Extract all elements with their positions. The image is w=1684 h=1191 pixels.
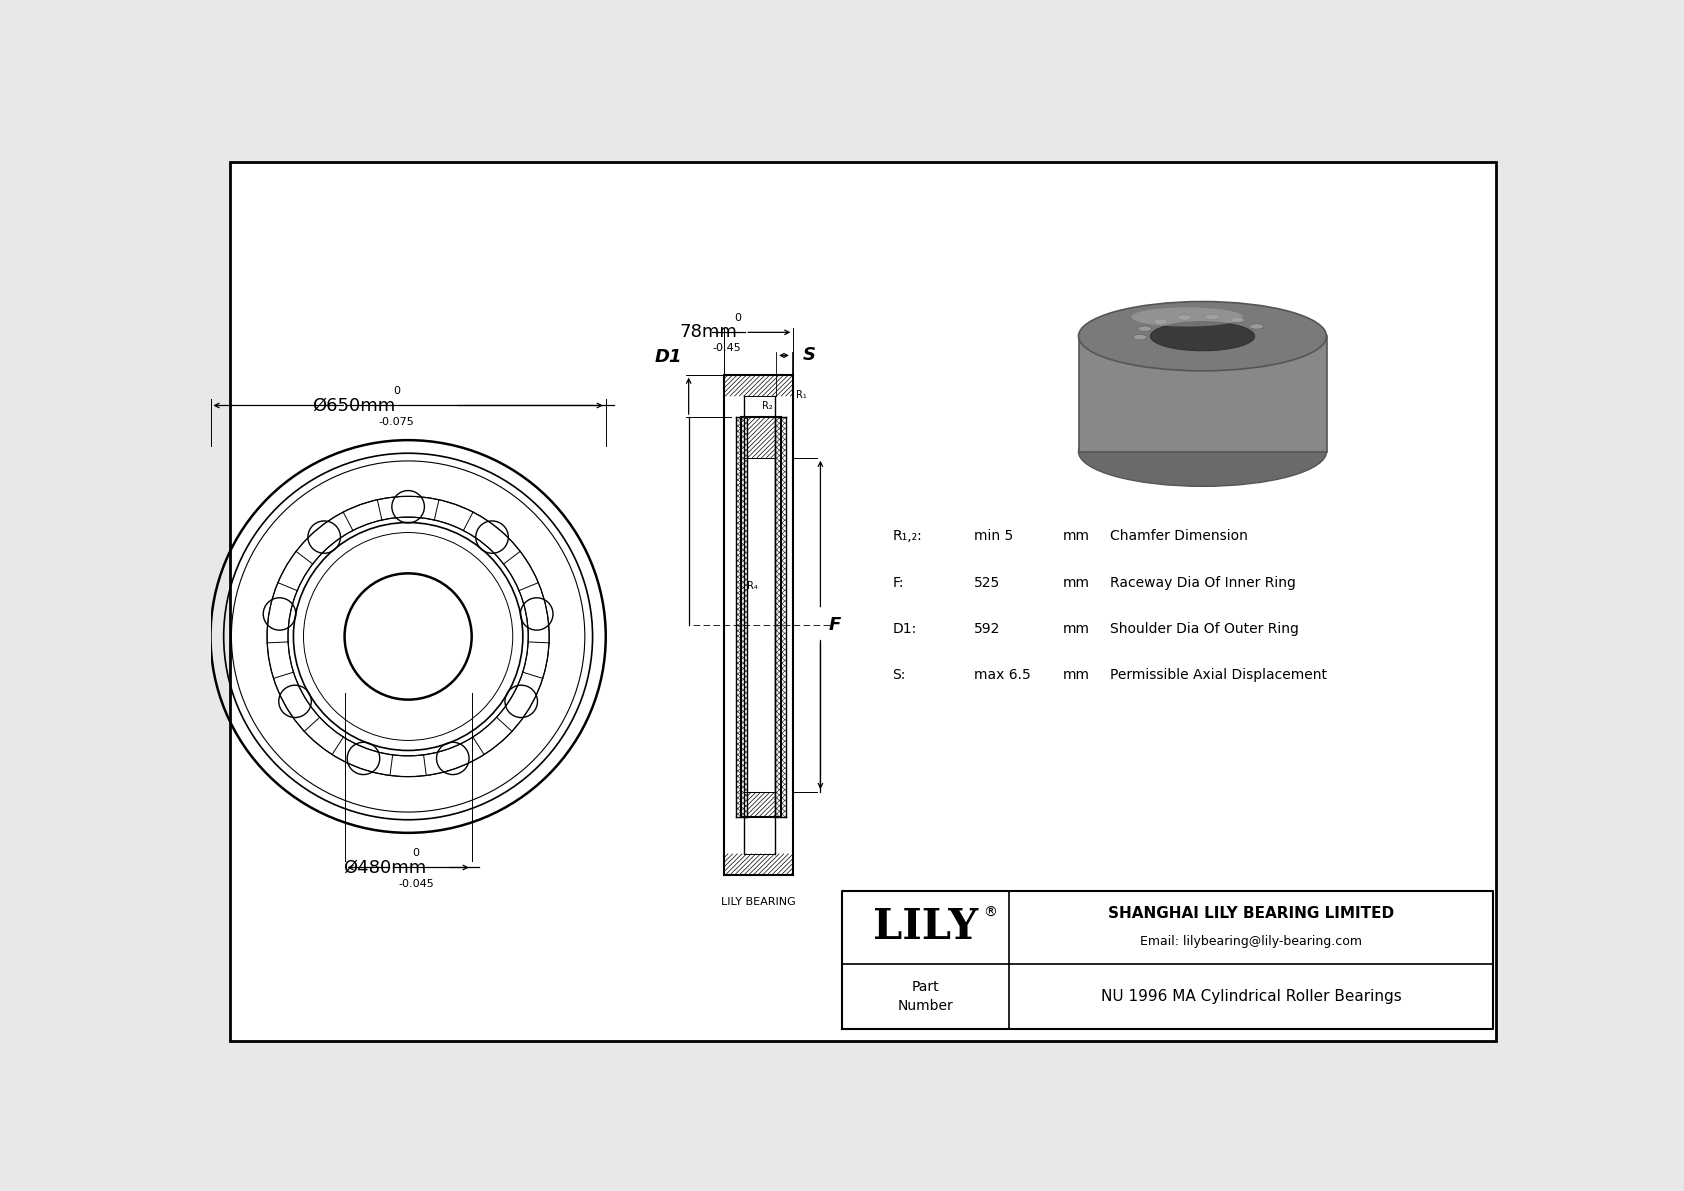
Text: ®: ® — [983, 905, 997, 919]
Ellipse shape — [1132, 307, 1243, 326]
Text: 78mm: 78mm — [680, 323, 738, 342]
Text: -0.45: -0.45 — [712, 343, 741, 353]
Text: Part
Number: Part Number — [898, 980, 953, 1012]
Text: F: F — [829, 616, 840, 634]
Text: Ø650mm: Ø650mm — [312, 397, 396, 414]
Text: Raceway Dia Of Inner Ring: Raceway Dia Of Inner Ring — [1110, 575, 1295, 590]
Ellipse shape — [1078, 417, 1327, 486]
Text: 525: 525 — [973, 575, 1000, 590]
Text: 0: 0 — [413, 848, 419, 859]
Text: LILY BEARING: LILY BEARING — [721, 897, 797, 906]
Ellipse shape — [1154, 319, 1167, 324]
Ellipse shape — [1177, 314, 1192, 320]
Text: 0: 0 — [734, 313, 741, 323]
Text: min 5: min 5 — [973, 529, 1014, 543]
Ellipse shape — [1150, 322, 1255, 350]
Text: 0: 0 — [392, 386, 401, 397]
Text: R₂: R₂ — [763, 401, 773, 411]
Ellipse shape — [1231, 318, 1244, 323]
Text: R₄: R₄ — [746, 581, 758, 592]
Text: Chamfer Dimension: Chamfer Dimension — [1110, 529, 1248, 543]
Text: -0.075: -0.075 — [379, 417, 414, 428]
Text: Shoulder Dia Of Outer Ring: Shoulder Dia Of Outer Ring — [1110, 622, 1298, 636]
Text: LILY: LILY — [872, 906, 978, 948]
Text: SHANGHAI LILY BEARING LIMITED: SHANGHAI LILY BEARING LIMITED — [1108, 906, 1394, 921]
Text: F:: F: — [893, 575, 904, 590]
Text: Email: lilybearing@lily-bearing.com: Email: lilybearing@lily-bearing.com — [1140, 935, 1362, 948]
Text: D1:: D1: — [893, 622, 916, 636]
Text: max 6.5: max 6.5 — [973, 668, 1031, 682]
Text: Ø480mm: Ø480mm — [344, 859, 426, 877]
Ellipse shape — [1138, 326, 1152, 331]
Text: R₁,₂:: R₁,₂: — [893, 529, 923, 543]
Text: S:: S: — [893, 668, 906, 682]
Text: NU 1996 MA Cylindrical Roller Bearings: NU 1996 MA Cylindrical Roller Bearings — [1101, 989, 1401, 1004]
Text: D1: D1 — [655, 348, 682, 367]
Ellipse shape — [1133, 335, 1147, 339]
Text: S: S — [803, 347, 815, 364]
Text: mm: mm — [1063, 668, 1090, 682]
Text: R₁: R₁ — [797, 389, 807, 400]
FancyBboxPatch shape — [1078, 336, 1327, 451]
Text: Permissible Axial Displacement: Permissible Axial Displacement — [1110, 668, 1327, 682]
Text: mm: mm — [1063, 529, 1090, 543]
Text: mm: mm — [1063, 575, 1090, 590]
Text: -0.045: -0.045 — [397, 879, 434, 888]
Text: 592: 592 — [973, 622, 1000, 636]
Text: mm: mm — [1063, 622, 1090, 636]
Ellipse shape — [1206, 314, 1219, 319]
Ellipse shape — [1078, 301, 1327, 370]
Ellipse shape — [1250, 324, 1263, 329]
